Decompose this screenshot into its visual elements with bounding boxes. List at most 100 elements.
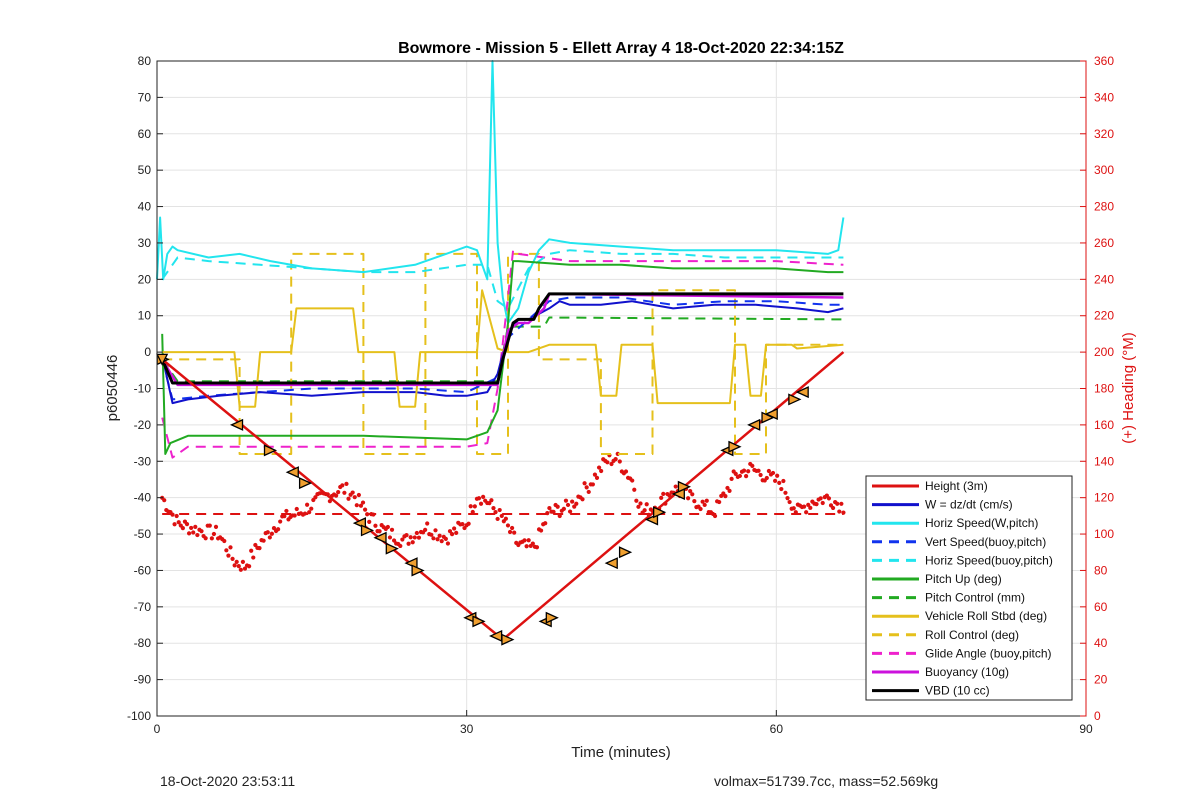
y2-tick-label: 240 [1094, 272, 1114, 286]
heading-point [468, 504, 473, 509]
y2-tick-label: 220 [1094, 309, 1114, 323]
heading-point [404, 532, 409, 538]
heading-point [551, 509, 556, 515]
heading-point [820, 500, 825, 506]
heading-point [698, 506, 703, 512]
legend-label: Roll Control (deg) [925, 628, 1019, 642]
y2-tick-label: 80 [1094, 563, 1108, 577]
y2-tick-label: 260 [1094, 236, 1114, 250]
depth-marker [618, 546, 633, 559]
series-line-0 [161, 351, 845, 641]
heading-point [712, 513, 718, 519]
heading-point [481, 494, 486, 499]
heading-point [779, 486, 784, 492]
heading-point [781, 478, 786, 484]
heading-point [269, 531, 275, 536]
heading-point [497, 507, 502, 513]
heading-point [327, 499, 332, 504]
legend: Height (3m) W = dz/dt (cm/s) Horiz Speed(W… [865, 475, 1073, 701]
depth-marker [788, 393, 802, 406]
heading-point [512, 530, 517, 535]
heading-point [702, 502, 707, 508]
heading-point [661, 491, 666, 496]
heading-point [180, 526, 185, 531]
heading-point [251, 555, 256, 560]
heading-point [634, 498, 639, 503]
depth-marker [677, 480, 692, 493]
heading-point [638, 501, 643, 506]
y2-tick-label: 320 [1094, 127, 1114, 141]
depth-marker [747, 418, 761, 431]
heading-point [727, 488, 732, 493]
heading-point [630, 478, 635, 483]
heading-point [230, 556, 235, 561]
legend-label: Glide Angle (buoy,pitch) [925, 646, 1052, 660]
heading-point [433, 528, 438, 533]
heading-point [545, 511, 550, 516]
heading-point [408, 535, 413, 540]
heading-point [203, 536, 208, 541]
heading-point [344, 481, 349, 486]
heading-point [284, 508, 289, 514]
y2-tick-label: 120 [1094, 491, 1114, 505]
heading-point [213, 524, 219, 530]
y-axis-label: p6050446 [104, 355, 121, 422]
heading-point [443, 536, 448, 541]
heading-point [503, 516, 509, 521]
heading-point [412, 535, 417, 540]
heading-point [454, 530, 459, 535]
footer-timestamp: 18-Oct-2020 23:53:11 [160, 773, 296, 789]
y2-tick-label: 340 [1094, 90, 1114, 104]
heading-point [841, 510, 846, 515]
depth-marker [285, 466, 299, 479]
heading-point [174, 513, 179, 519]
heading-point [526, 538, 531, 543]
heading-point [423, 527, 428, 533]
heading-point [692, 499, 697, 504]
y2-tick-label: 160 [1094, 418, 1114, 432]
heading-point [242, 566, 248, 571]
heading-point [466, 521, 471, 526]
heading-point [249, 548, 254, 553]
heading-point [783, 490, 788, 495]
heading-point [524, 544, 529, 549]
legend-label: Buoyancy (10g) [925, 665, 1009, 679]
heading-point [830, 505, 836, 511]
heading-point [632, 487, 637, 492]
heading-point [814, 501, 819, 507]
heading-point [410, 540, 415, 545]
heading-point [746, 469, 751, 474]
heading-point [530, 541, 535, 546]
heading-point [561, 506, 566, 511]
heading-point [398, 543, 403, 549]
y-tick-label: -40 [134, 491, 152, 505]
heading-point [744, 474, 749, 479]
heading-point [234, 559, 239, 564]
heading-point [199, 529, 204, 534]
heading-point [673, 484, 678, 489]
heading-point [723, 493, 728, 499]
heading-point [371, 512, 376, 517]
heading-point [472, 504, 477, 509]
series-line-4 [161, 249, 844, 310]
heading-point [367, 519, 372, 525]
heading-point [733, 471, 738, 477]
y-tick-label: 30 [138, 236, 152, 250]
heading-point [623, 469, 629, 474]
y-tick-label: 70 [138, 90, 152, 104]
heading-point [470, 509, 475, 515]
heading-point [377, 529, 382, 534]
heading-point [478, 501, 484, 506]
heading-point [313, 495, 318, 500]
heading-point [437, 533, 442, 538]
heading-point [717, 499, 722, 505]
heading-point [826, 496, 832, 501]
heading-point [309, 506, 314, 511]
heading-point [385, 524, 390, 530]
heading-point [193, 524, 198, 529]
x-tick-label: 60 [770, 722, 784, 736]
depth-marker [298, 477, 313, 490]
legend-label: VBD (10 cc) [925, 684, 990, 698]
heading-point [609, 461, 614, 467]
heading-point [236, 564, 241, 569]
